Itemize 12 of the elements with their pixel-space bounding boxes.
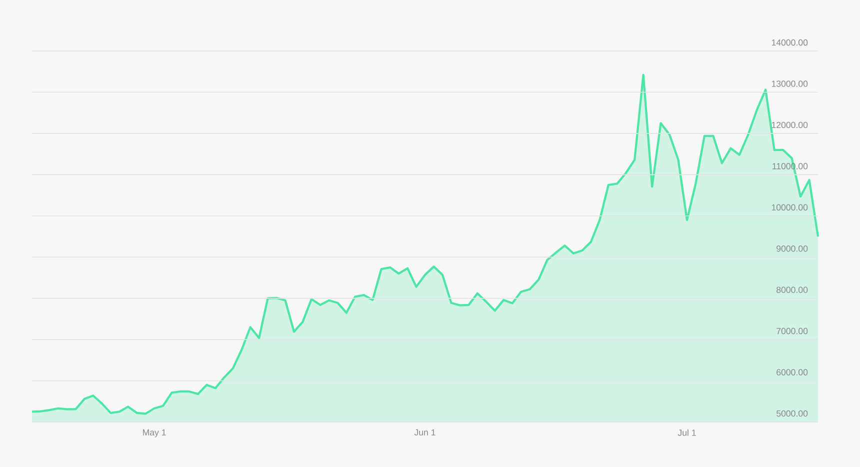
y-tick-label: 7000.00 [776, 328, 808, 334]
y-tick-label: 5000.00 [776, 410, 808, 417]
y-tick-label: 6000.00 [776, 369, 808, 376]
y-tick-label: 8000.00 [776, 286, 808, 293]
x-tick-label: Jun 1 [414, 429, 436, 436]
x-tick-label: May 1 [143, 429, 166, 438]
y-tick-label: 10000.00 [772, 204, 808, 211]
y-tick-label: 9000.00 [776, 245, 808, 252]
y-tick-label: 14000.00 [772, 39, 808, 46]
y-tick-label: 12000.00 [772, 122, 808, 128]
x-tick-label: Jul 1 [678, 429, 696, 436]
y-tick-label: 13000.00 [772, 80, 808, 87]
